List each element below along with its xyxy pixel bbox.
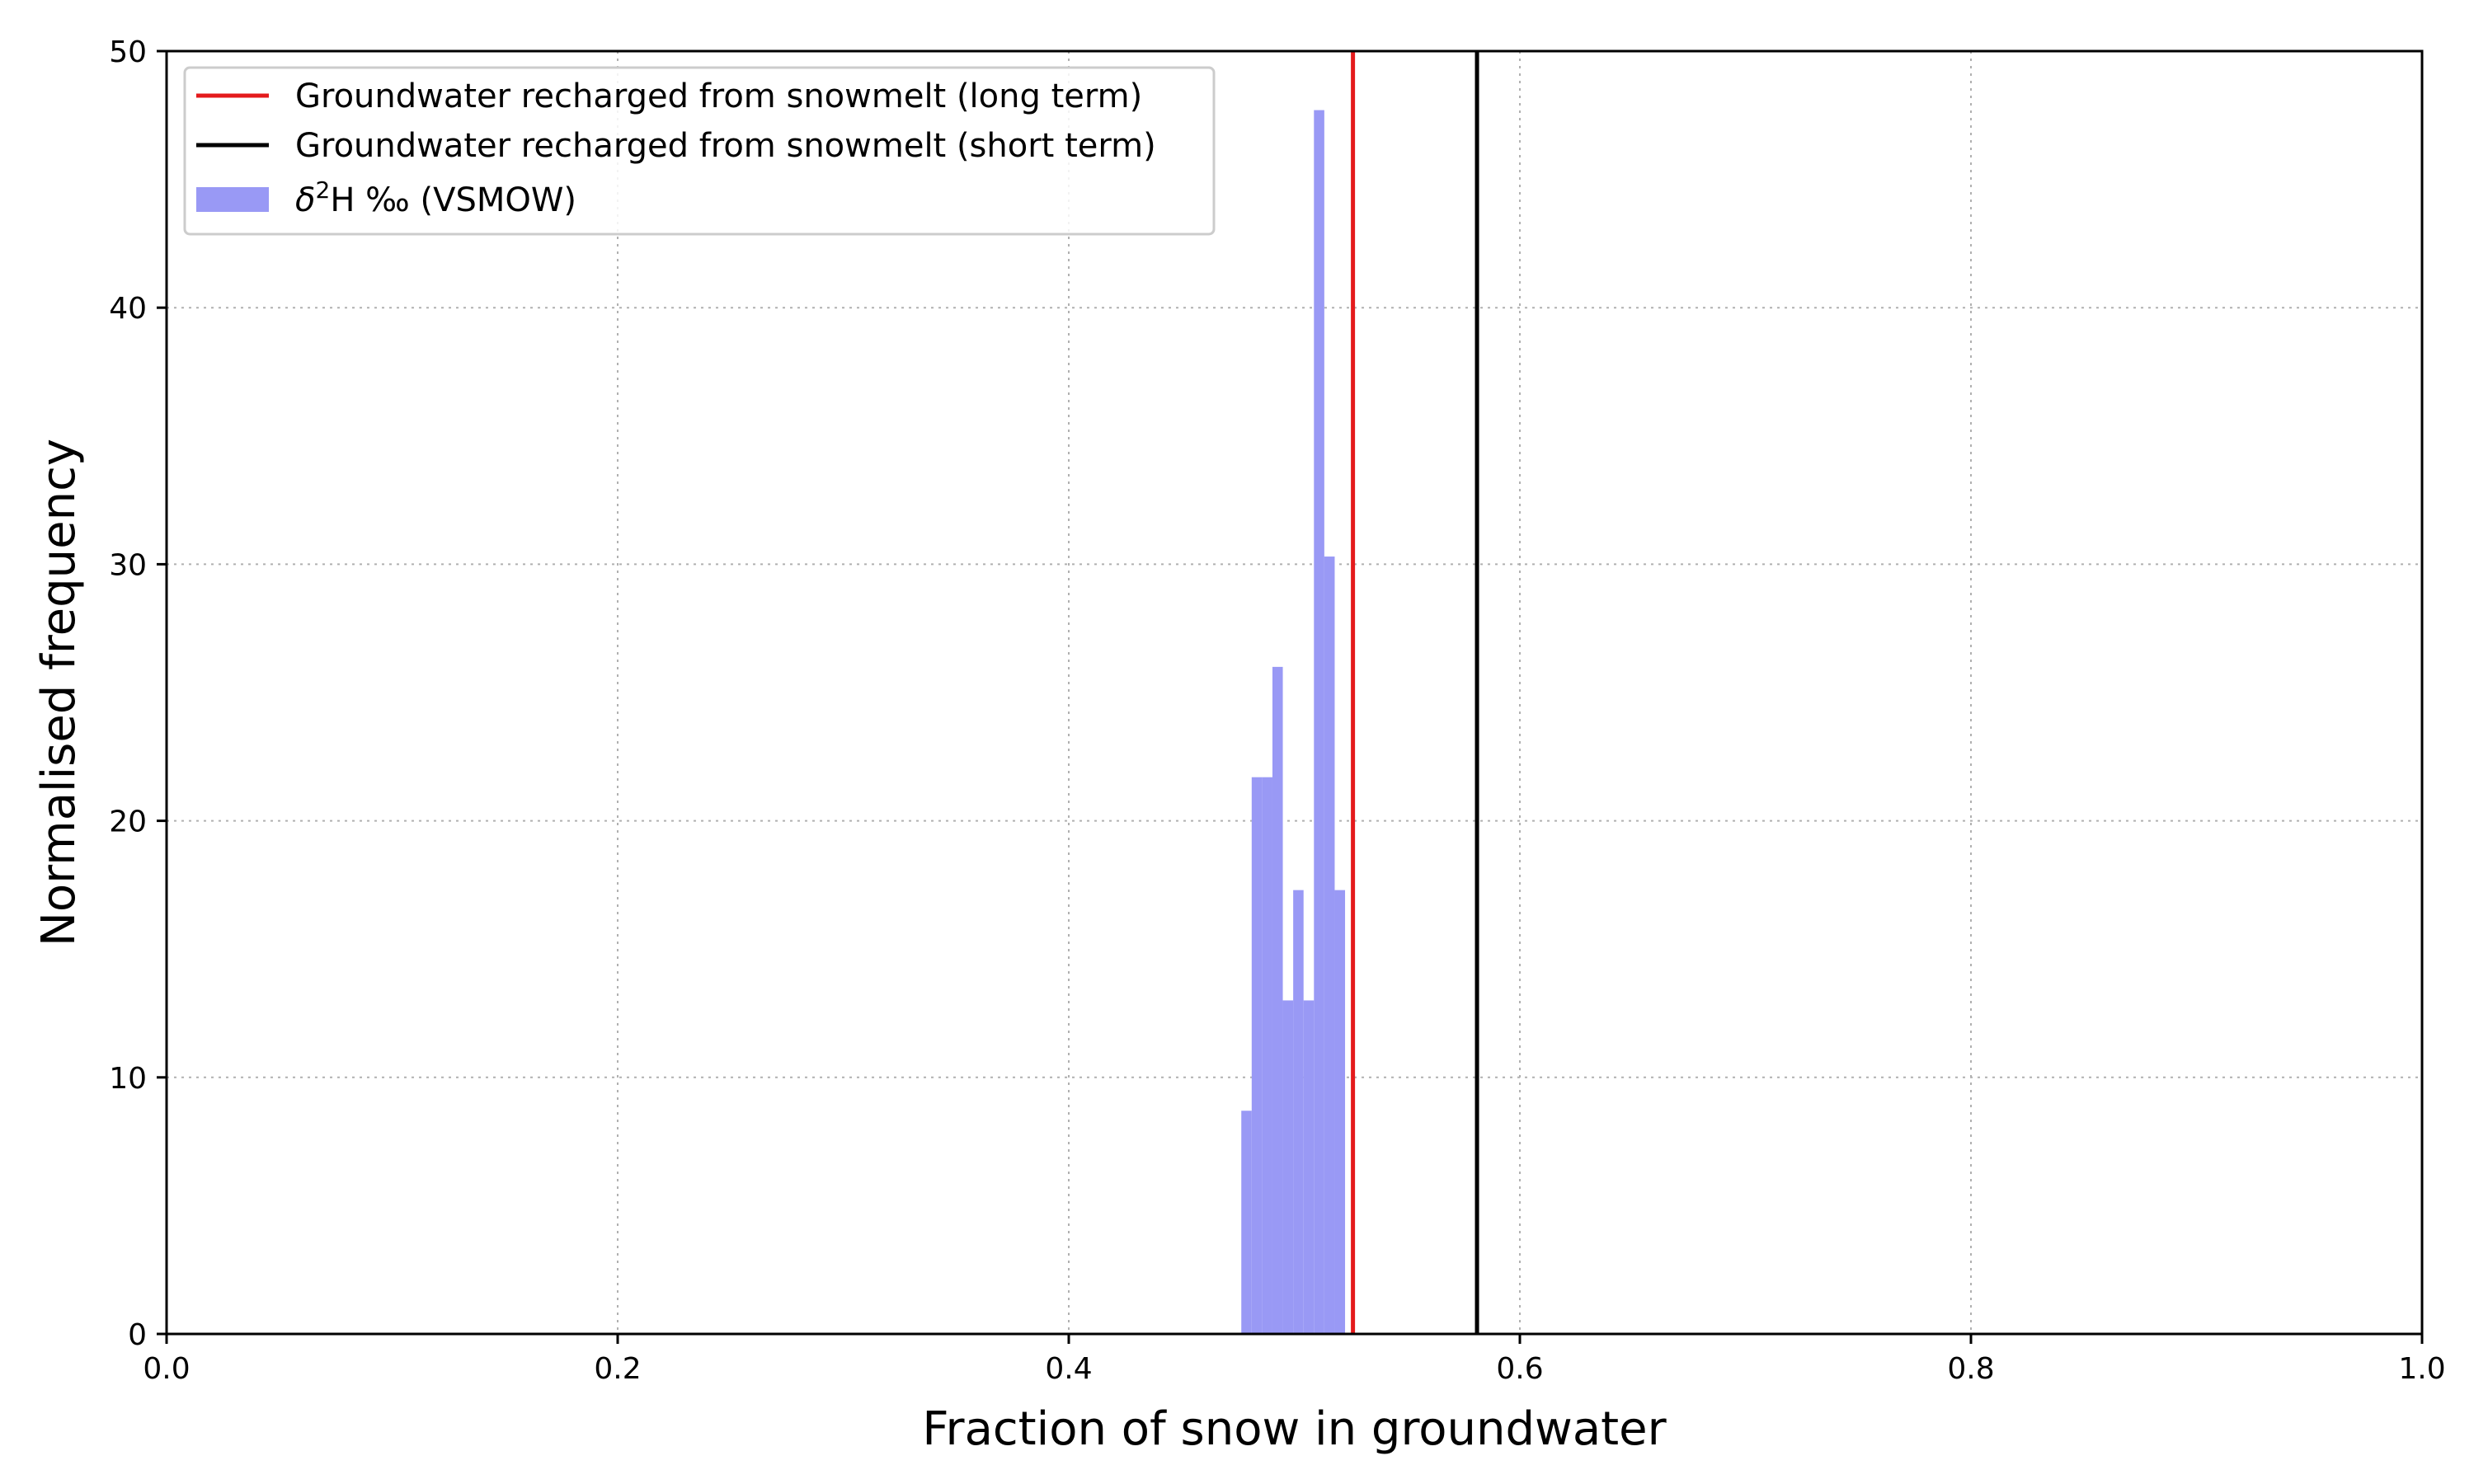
y-tick-label: 20 [109, 805, 147, 839]
reference-lines [1351, 51, 1479, 1334]
x-tick-label: 0.4 [1045, 1352, 1092, 1386]
x-tick-label: 0.2 [594, 1352, 641, 1386]
x-tick-label: 1.0 [2398, 1352, 2445, 1386]
plot-area-frame [165, 49, 2424, 1336]
axis-ticks: 0.0 0.2 0.4 0.6 0.8 1.0 0 10 20 30 40 50 [109, 35, 2445, 1386]
y-tick-label: 10 [109, 1062, 147, 1096]
histogram-bar [1272, 666, 1283, 1334]
histogram-bar [1282, 1000, 1294, 1334]
histogram-bar [1241, 1111, 1252, 1334]
legend-label-rest: H ‰ (VSMOW) [330, 181, 576, 219]
legend-label-short-term: Groundwater recharged from snowmelt (sho… [295, 127, 1156, 165]
histogram-bar [1324, 556, 1335, 1334]
histogram-bar [1334, 890, 1346, 1334]
y-tick-label: 50 [109, 35, 147, 69]
y-tick-label: 40 [109, 292, 147, 326]
y-tick-label: 30 [109, 548, 147, 582]
histogram-bar [1314, 110, 1324, 1334]
legend-label-superscript: 2 [315, 176, 330, 204]
x-axis-title: Fraction of snow in groundwater [922, 1402, 1667, 1456]
legend-label-histogram: δ2H ‰ (VSMOW) [295, 176, 576, 219]
legend-label-delta: δ [295, 181, 315, 219]
x-tick-label: 0.8 [1947, 1352, 1994, 1386]
legend-box [183, 66, 1216, 236]
y-axis-title: Normalised frequency [32, 439, 86, 946]
histogram-bar [1251, 777, 1263, 1334]
x-tick-label: 0.0 [143, 1352, 190, 1386]
x-tick-label: 0.6 [1496, 1352, 1543, 1386]
histogram-bars [1241, 110, 1346, 1334]
histogram-bar [1303, 1000, 1315, 1334]
histogram-bar [1262, 777, 1272, 1334]
legend: Groundwater recharged from snowmelt (lon… [183, 66, 1216, 236]
legend-label-long-term: Groundwater recharged from snowmelt (lon… [295, 77, 1142, 115]
histogram-bar [1293, 890, 1304, 1334]
y-tick-label: 0 [128, 1318, 147, 1352]
legend-swatch-histogram [196, 187, 269, 212]
